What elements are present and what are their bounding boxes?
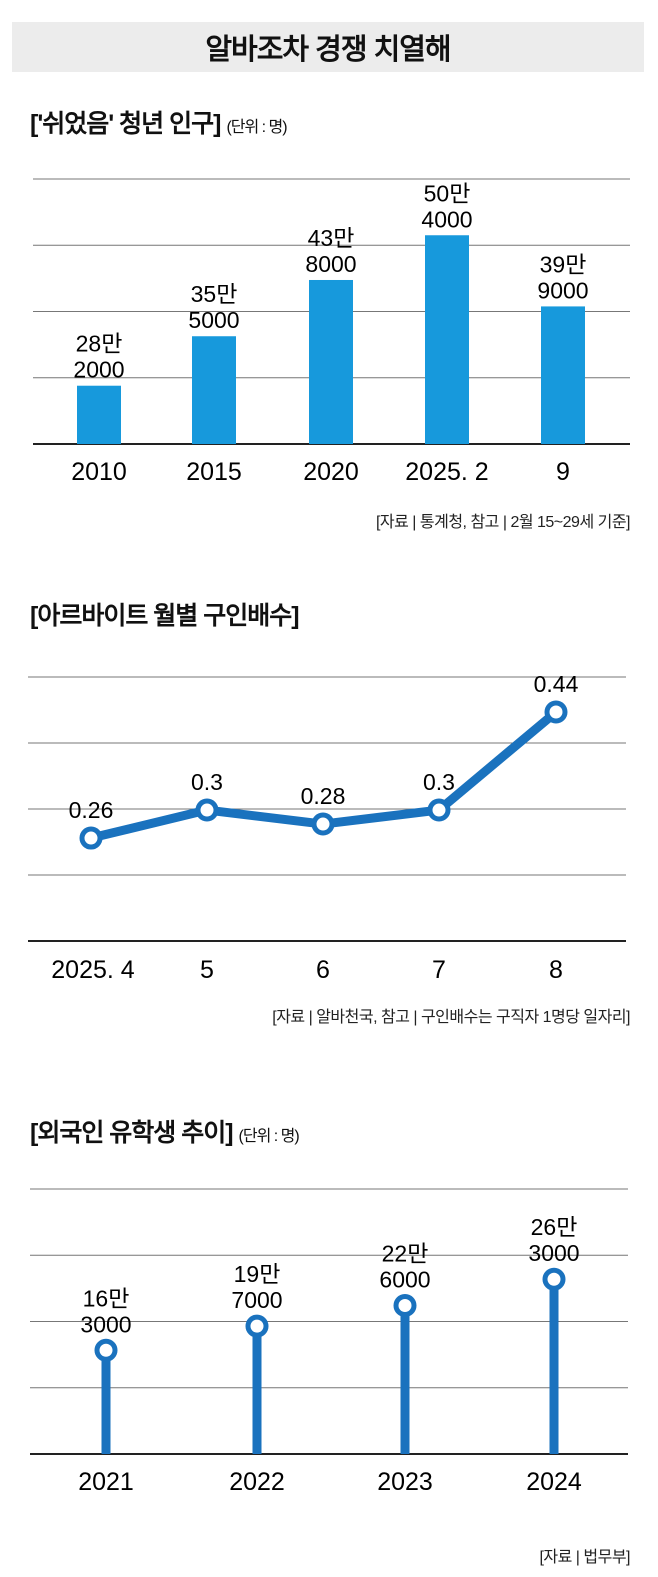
data-label: 16만 [83, 1285, 130, 1311]
chart3-svg: 16만3000202119만7000202222만6000202326만3000… [30, 1188, 628, 1496]
data-point [542, 1267, 566, 1291]
x-tick-label: 2020 [303, 458, 359, 486]
data-label: 0.26 [69, 797, 114, 823]
bar [77, 385, 121, 444]
chart3-title-text: [외국인 유학생 추이] [30, 1119, 234, 1147]
bar [309, 279, 353, 444]
data-label: 35만 [191, 281, 238, 307]
data-label: 0.28 [301, 783, 346, 809]
chart2-source: [자료 | 알바천국, 참고 | 구인배수는 구직자 1명당 일자리] [272, 1009, 630, 1026]
x-tick-label: 2015 [186, 458, 242, 486]
data-label: 3000 [80, 1311, 131, 1337]
x-tick-label: 2025. 4 [51, 956, 135, 984]
data-label: 7000 [231, 1287, 282, 1313]
data-label: 26만 [531, 1214, 578, 1240]
data-label: 5000 [188, 307, 239, 333]
data-label: 6000 [379, 1267, 430, 1293]
chart2-title: [아르바이트 월별 구인배수] [30, 596, 300, 632]
data-point [245, 1314, 269, 1338]
x-tick-label: 5 [200, 956, 214, 984]
chart1-source: [자료 | 통계청, 참고 | 2월 15~29세 기준] [375, 514, 631, 531]
chart2-svg: 0.26 2025. 4 0.3 5 0.28 6 0.3 7 0.44 8 [28, 671, 626, 984]
data-label: 0.44 [534, 671, 579, 697]
chart2-title-text: [아르바이트 월별 구인배수] [30, 602, 300, 630]
data-label: 0.3 [191, 769, 223, 795]
data-point [544, 700, 568, 724]
chart3-title: [외국인 유학생 추이] (단위 : 명) [30, 1113, 300, 1149]
data-point [393, 1294, 417, 1318]
chart3-source: [자료 | 법무부] [539, 1549, 630, 1566]
data-label: 4000 [421, 206, 472, 232]
chart1-unit: (단위 : 명) [226, 119, 287, 136]
data-label: 2000 [73, 357, 124, 383]
data-label: 39만 [540, 251, 587, 277]
chart1-title-text: ['쉬었음' 청년 인구] [30, 110, 221, 138]
chart1-title: ['쉬었음' 청년 인구] (단위 : 명) [30, 104, 288, 140]
bar [192, 336, 236, 444]
data-label: 43만 [308, 225, 355, 251]
x-tick-label: 2023 [377, 1468, 433, 1496]
x-tick-label: 7 [432, 956, 446, 984]
data-label: 0.3 [423, 769, 455, 795]
data-point [94, 1338, 118, 1362]
chart3-unit: (단위 : 명) [238, 1128, 300, 1145]
data-label: 3000 [528, 1240, 579, 1266]
data-label: 50만 [424, 180, 471, 206]
x-tick-label: 2022 [229, 1468, 285, 1496]
x-tick-label: 2024 [526, 1468, 582, 1496]
bar [425, 235, 469, 444]
data-label: 22만 [382, 1241, 429, 1267]
data-point [311, 812, 335, 836]
page-title: 알바조차 경쟁 치열해 [12, 22, 644, 72]
x-tick-label: 2025. 2 [405, 458, 488, 486]
x-tick-label: 2010 [71, 458, 127, 486]
x-tick-label: 9 [556, 458, 570, 486]
x-tick-label: 2021 [78, 1468, 134, 1496]
bar [541, 306, 585, 444]
data-label: 28만 [76, 331, 123, 357]
data-label: 19만 [234, 1261, 281, 1287]
data-point [195, 798, 219, 822]
data-label: 9000 [537, 277, 588, 303]
data-point [79, 826, 103, 850]
data-label: 8000 [305, 251, 356, 277]
x-tick-label: 8 [549, 956, 563, 984]
x-tick-label: 6 [316, 956, 330, 984]
data-point [427, 798, 451, 822]
